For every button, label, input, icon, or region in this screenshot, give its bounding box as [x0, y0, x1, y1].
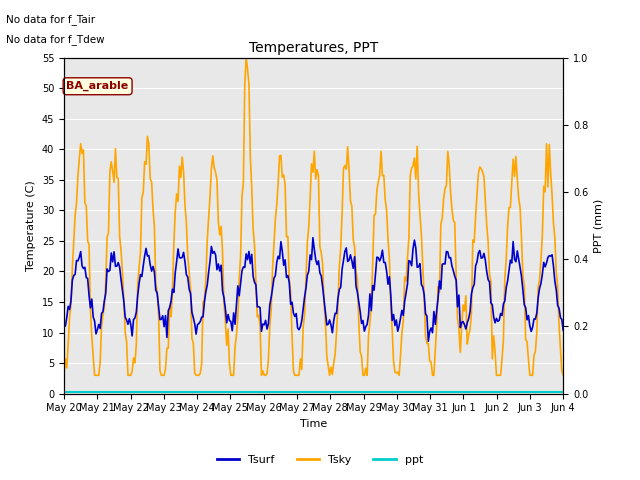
X-axis label: Time: Time: [300, 419, 327, 429]
Legend: Tsurf, Tsky, ppt: Tsurf, Tsky, ppt: [212, 451, 428, 469]
Y-axis label: Temperature (C): Temperature (C): [26, 180, 36, 271]
Y-axis label: PPT (mm): PPT (mm): [594, 198, 604, 253]
Text: No data for f_Tdew: No data for f_Tdew: [6, 34, 105, 45]
Title: Temperatures, PPT: Temperatures, PPT: [249, 41, 378, 55]
Text: No data for f_Tair: No data for f_Tair: [6, 14, 95, 25]
Text: BA_arable: BA_arable: [67, 81, 129, 91]
